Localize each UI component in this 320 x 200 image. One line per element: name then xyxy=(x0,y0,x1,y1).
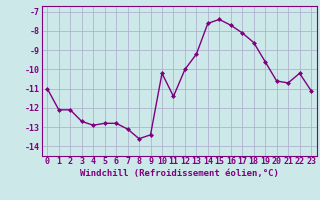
X-axis label: Windchill (Refroidissement éolien,°C): Windchill (Refroidissement éolien,°C) xyxy=(80,169,279,178)
